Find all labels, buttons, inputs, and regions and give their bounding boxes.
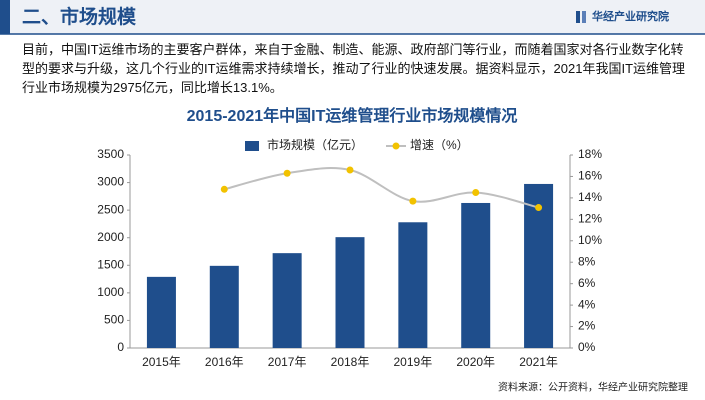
y-tick-label: 3000 bbox=[97, 175, 124, 189]
chart-title: 2015-2021年中国IT运维管理行业市场规模情况 bbox=[187, 106, 518, 125]
growth-marker bbox=[472, 189, 480, 197]
paragraph: 目前，中国IT运维市场的主要客户群体，来自于金融、制造、能源、政府部门等行业，而… bbox=[22, 42, 686, 95]
y-tick-label: 2000 bbox=[97, 230, 124, 244]
bar bbox=[146, 276, 176, 348]
bar bbox=[398, 222, 428, 348]
bar bbox=[524, 183, 554, 348]
y2-tick-label: 6% bbox=[578, 276, 596, 290]
x-tick-label: 2020年 bbox=[456, 355, 495, 369]
growth-marker bbox=[346, 166, 354, 174]
x-tick-label: 2021年 bbox=[519, 355, 558, 369]
bar bbox=[461, 202, 491, 348]
x-tick-label: 2015年 bbox=[142, 355, 181, 369]
y2-tick-label: 16% bbox=[578, 169, 602, 183]
growth-marker bbox=[535, 204, 543, 212]
y2-tick-label: 8% bbox=[578, 254, 596, 268]
x-tick-label: 2018年 bbox=[331, 355, 370, 369]
y2-tick-label: 18% bbox=[578, 147, 602, 161]
source: 资料来源：公开资料，华经产业研究院整理 bbox=[498, 381, 688, 394]
y2-tick-label: 10% bbox=[578, 233, 602, 247]
logo bbox=[576, 11, 580, 23]
y2-tick-label: 2% bbox=[578, 319, 596, 333]
y-tick-label: 0 bbox=[117, 340, 124, 354]
y-tick-label: 3500 bbox=[97, 147, 124, 161]
header-title: 二、市场规模 bbox=[22, 5, 137, 28]
y-tick-label: 1500 bbox=[97, 257, 124, 271]
growth-marker bbox=[220, 185, 228, 193]
bar bbox=[272, 253, 302, 348]
growth-line bbox=[224, 167, 539, 209]
brand: 华经产业研究院 bbox=[592, 9, 669, 23]
header-accent bbox=[0, 0, 10, 34]
bar bbox=[335, 237, 365, 348]
y-tick-label: 2500 bbox=[97, 202, 124, 216]
legend-label: 增速（%） bbox=[410, 138, 469, 152]
y-tick-label: 500 bbox=[104, 313, 124, 327]
header-bar bbox=[0, 0, 705, 34]
y2-tick-label: 14% bbox=[578, 190, 602, 204]
y2-tick-label: 12% bbox=[578, 212, 602, 226]
y2-tick-label: 0% bbox=[578, 340, 596, 354]
y2-tick-label: 4% bbox=[578, 297, 596, 311]
bar bbox=[209, 265, 239, 348]
y-tick-label: 1000 bbox=[97, 285, 124, 299]
logo bbox=[582, 11, 586, 23]
growth-marker bbox=[283, 169, 291, 177]
x-tick-label: 2019年 bbox=[394, 355, 433, 369]
legend-label: 市场规模（亿元） bbox=[267, 137, 363, 152]
growth-marker bbox=[409, 197, 417, 205]
x-tick-label: 2017年 bbox=[268, 355, 307, 369]
x-tick-label: 2016年 bbox=[205, 355, 244, 369]
legend-swatch bbox=[392, 142, 400, 150]
legend-swatch bbox=[245, 141, 259, 151]
